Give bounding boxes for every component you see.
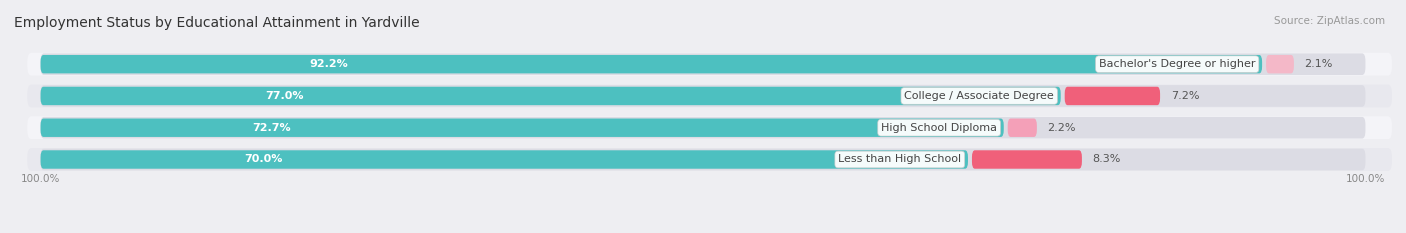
FancyBboxPatch shape [1064, 87, 1160, 105]
FancyBboxPatch shape [972, 150, 1083, 169]
FancyBboxPatch shape [41, 117, 1365, 139]
FancyBboxPatch shape [41, 149, 1365, 170]
FancyBboxPatch shape [41, 85, 1365, 107]
Text: 72.7%: 72.7% [253, 123, 291, 133]
Text: Employment Status by Educational Attainment in Yardville: Employment Status by Educational Attainm… [14, 16, 419, 30]
Text: 92.2%: 92.2% [309, 59, 349, 69]
Text: 8.3%: 8.3% [1092, 154, 1121, 164]
FancyBboxPatch shape [27, 53, 1392, 76]
FancyBboxPatch shape [1265, 55, 1294, 73]
FancyBboxPatch shape [41, 119, 1004, 137]
FancyBboxPatch shape [41, 150, 967, 169]
Text: College / Associate Degree: College / Associate Degree [904, 91, 1054, 101]
Text: 70.0%: 70.0% [245, 154, 283, 164]
FancyBboxPatch shape [27, 85, 1392, 107]
FancyBboxPatch shape [41, 53, 1365, 75]
Text: 7.2%: 7.2% [1171, 91, 1199, 101]
FancyBboxPatch shape [41, 55, 1263, 73]
FancyBboxPatch shape [41, 87, 1060, 105]
Text: 77.0%: 77.0% [264, 91, 304, 101]
Text: Source: ZipAtlas.com: Source: ZipAtlas.com [1274, 16, 1385, 26]
FancyBboxPatch shape [27, 116, 1392, 139]
Text: High School Diploma: High School Diploma [882, 123, 997, 133]
FancyBboxPatch shape [1008, 119, 1036, 137]
Text: 2.1%: 2.1% [1305, 59, 1333, 69]
FancyBboxPatch shape [27, 148, 1392, 171]
Text: 2.2%: 2.2% [1047, 123, 1076, 133]
Text: 100.0%: 100.0% [21, 174, 60, 184]
Text: Bachelor's Degree or higher: Bachelor's Degree or higher [1099, 59, 1256, 69]
Text: 100.0%: 100.0% [1346, 174, 1385, 184]
Text: Less than High School: Less than High School [838, 154, 962, 164]
